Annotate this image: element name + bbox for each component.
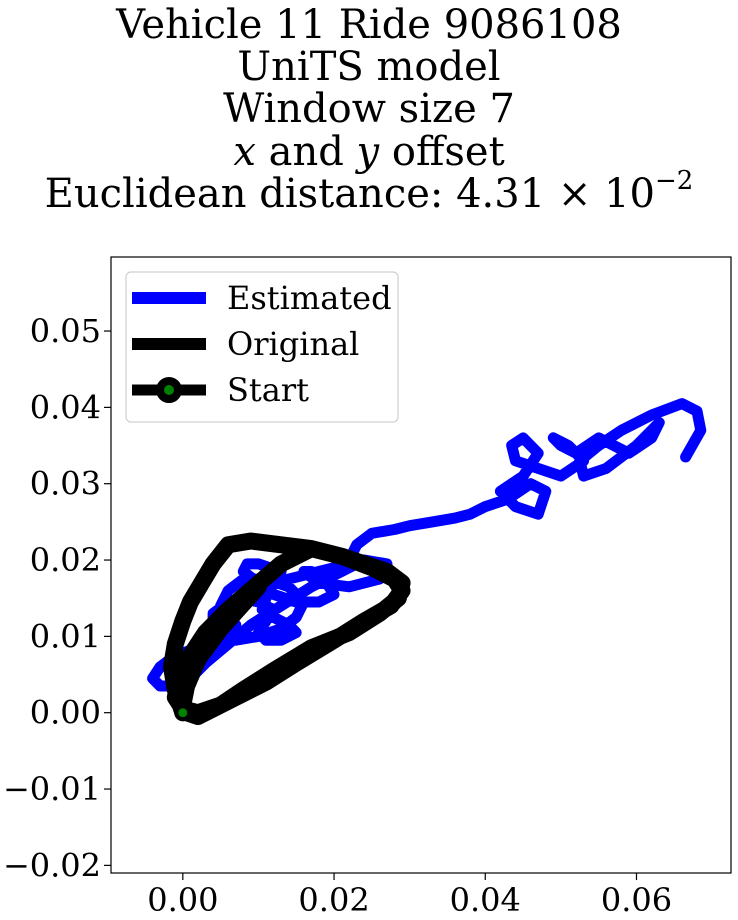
title-distance: Euclidean distance: 4.31 × 10: [44, 171, 655, 217]
y-tick-label: 0.02: [30, 541, 101, 579]
series-line-original: [163, 532, 411, 725]
x-tick-label: 0.06: [601, 881, 672, 919]
legend: Estimated Original Start: [125, 271, 399, 423]
y-tick-label: 0.03: [30, 465, 101, 503]
title-y-var: y: [356, 129, 380, 175]
tick-layer: 0.00 0.02 0.04 0.06 −0.02 −0.01 0.00 0.01 0.02 0.…: [3, 312, 672, 919]
y-tick-label: −0.02: [3, 846, 101, 884]
title-exponent: −2: [655, 166, 694, 196]
title-line-2: UniTS model: [237, 44, 501, 90]
title-and: and: [255, 129, 357, 175]
title-line-4: x and y offset: [0, 130, 738, 174]
legend-label-start: Start: [227, 371, 309, 409]
plot-frame: [110, 256, 732, 874]
title-line-1: Vehicle 11 Ride 9086108: [116, 2, 622, 48]
series-layer: [147, 398, 707, 725]
title-line-3: Window size 7: [223, 86, 515, 132]
legend-label-estimated: Estimated: [227, 279, 392, 317]
title-offset: offset: [379, 129, 505, 175]
y-tick-label: 0.04: [30, 388, 101, 426]
y-tick-label: 0.05: [30, 312, 101, 350]
x-tick-label: 0.02: [298, 881, 369, 919]
y-tick-label: 0.01: [30, 617, 101, 655]
start-marker: [174, 704, 192, 722]
y-tick-label: 0.00: [30, 694, 101, 732]
legend-label-original: Original: [227, 325, 359, 363]
x-tick-label: 0.04: [450, 881, 521, 919]
title-line-5: Euclidean distance: 4.31 × 10−2: [0, 168, 738, 217]
legend-start-marker: [156, 377, 182, 403]
y-tick-label: −0.01: [3, 770, 101, 808]
x-tick-label: 0.00: [147, 881, 218, 919]
title-x-var: x: [233, 129, 256, 175]
